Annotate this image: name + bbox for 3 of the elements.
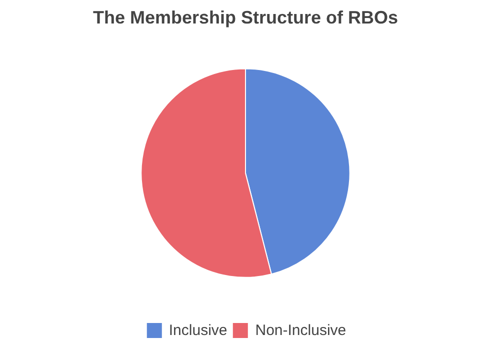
chart-title: The Membership Structure of RBOs (92, 8, 398, 28)
legend-label: Inclusive (168, 322, 228, 338)
legend-label: Non-Inclusive (255, 322, 346, 338)
